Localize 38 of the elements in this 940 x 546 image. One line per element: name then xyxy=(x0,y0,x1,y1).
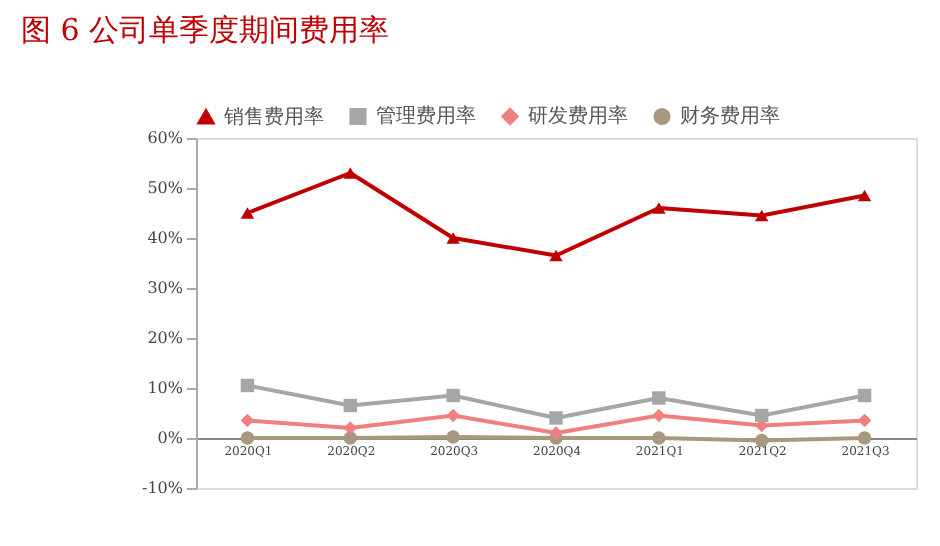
point xyxy=(549,426,563,440)
y-tick-label: 40% xyxy=(147,229,184,247)
y-tick-label: 10% xyxy=(147,379,184,397)
point xyxy=(343,421,357,435)
point xyxy=(549,249,563,262)
point xyxy=(446,388,460,403)
point xyxy=(755,408,769,423)
point xyxy=(652,202,666,214)
legend-label: 研发费用率 xyxy=(528,104,628,129)
point xyxy=(652,431,666,445)
y-tick-label: 50% xyxy=(147,179,184,197)
legend-label: 销售费用率 xyxy=(222,104,324,129)
chart-title: 图 6 公司单季度期间费用率 xyxy=(21,12,390,48)
point xyxy=(446,232,460,244)
y-tick-label: 60% xyxy=(147,129,184,147)
point xyxy=(240,431,255,445)
y-tick-label: 0% xyxy=(157,429,184,447)
point xyxy=(857,431,872,445)
legend-label: 管理费用率 xyxy=(376,104,476,129)
point xyxy=(549,411,563,425)
y-tick-label: 20% xyxy=(147,329,184,347)
point xyxy=(343,398,357,413)
point xyxy=(240,378,255,393)
point xyxy=(446,430,460,444)
point xyxy=(343,431,357,445)
point xyxy=(446,408,460,423)
point xyxy=(343,167,357,179)
y-tick-label: -10% xyxy=(142,479,184,497)
point xyxy=(652,408,666,423)
point xyxy=(652,391,666,405)
point xyxy=(857,189,872,202)
point xyxy=(857,388,872,403)
point xyxy=(857,413,872,428)
legend-label: 财务费用率 xyxy=(680,104,780,129)
point xyxy=(755,209,769,222)
point xyxy=(240,413,255,428)
y-tick-label: 30% xyxy=(147,279,184,297)
point xyxy=(240,207,255,219)
